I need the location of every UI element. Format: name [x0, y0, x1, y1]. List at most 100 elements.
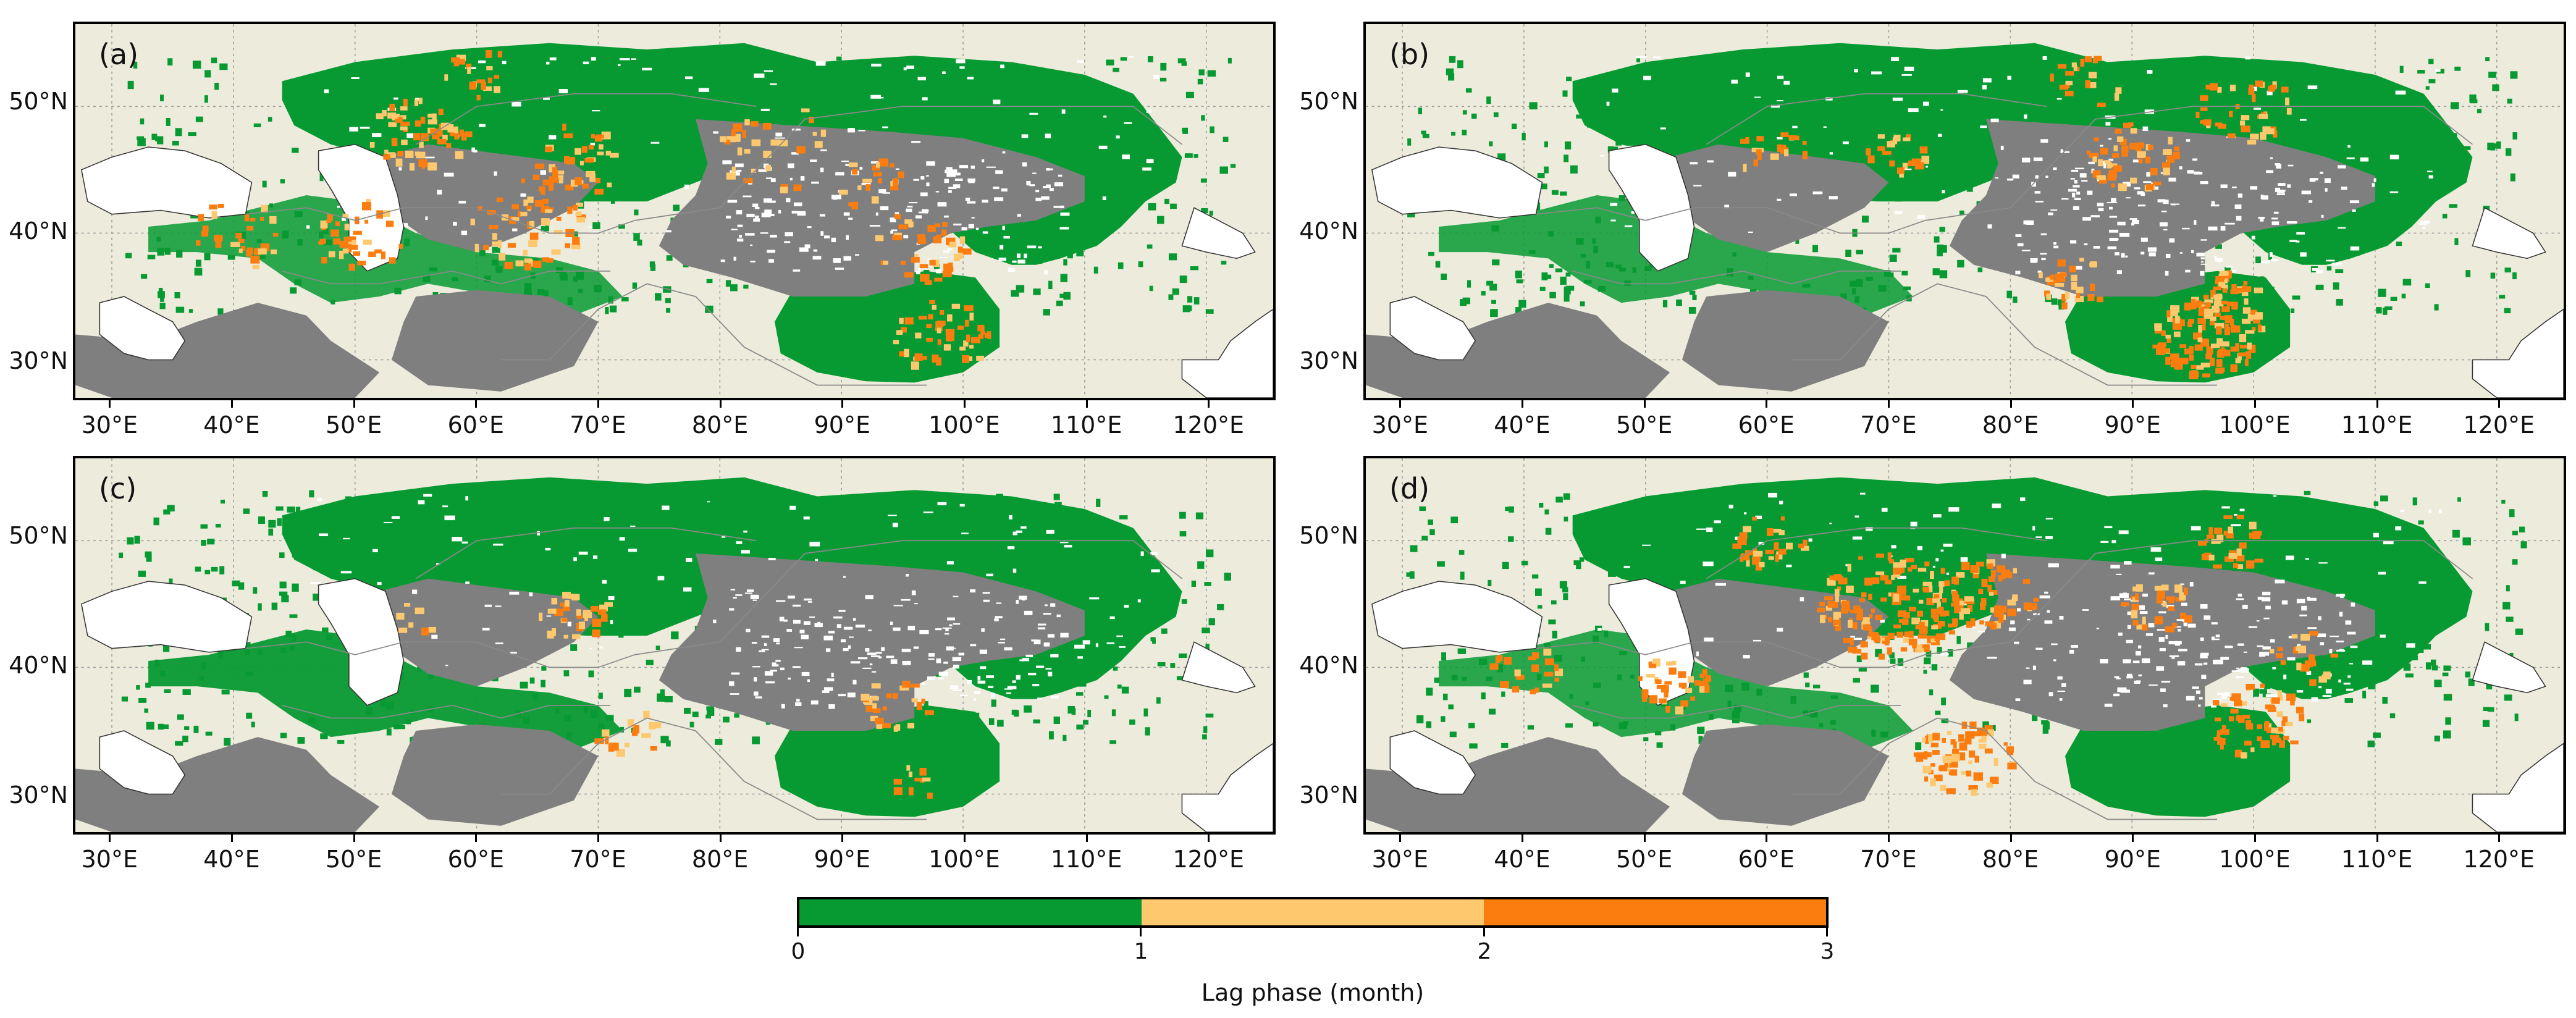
lon-tick — [1887, 835, 1890, 842]
lon-label: 90°E — [814, 846, 870, 873]
lat-label-b-30: 30°N — [1299, 347, 1358, 374]
lon-label: 80°E — [1982, 411, 2039, 439]
lon-label: 50°E — [1615, 411, 1673, 439]
lat-label-d-40: 40°N — [1299, 652, 1358, 679]
lat-label-a-30: 30°N — [9, 347, 68, 374]
map-b — [1366, 24, 2564, 398]
lon-tick — [1521, 835, 1523, 842]
lon-tick — [1766, 400, 1768, 408]
panel-label-a: (a) — [99, 38, 139, 71]
lon-tick — [597, 835, 599, 842]
water-bodies — [81, 143, 1273, 398]
lon-label: 110°E — [2341, 411, 2413, 439]
lon-tick — [1643, 835, 1646, 842]
lon-tick — [2254, 835, 2256, 842]
lon-label: 100°E — [928, 411, 1000, 439]
country-borders — [1536, 93, 2473, 386]
lon-label: 80°E — [1982, 846, 2039, 873]
lon-tick — [841, 835, 844, 842]
panel-label-d: (d) — [1389, 472, 1430, 505]
map-panel-a: (a) — [73, 22, 1276, 400]
lon-tick — [2254, 400, 2256, 408]
lon-label: 100°E — [928, 846, 1000, 873]
lon-tick — [1085, 400, 1088, 408]
masked-arid-area — [1366, 492, 2442, 832]
masked-arid-area — [75, 56, 1160, 398]
country-borders — [245, 527, 1182, 820]
lon-tick — [719, 400, 722, 408]
lat-label-c-40: 40°N — [9, 652, 68, 679]
lon-tick — [719, 835, 722, 842]
panel-label-c: (c) — [99, 472, 137, 505]
colorbar-tickmark-1 — [1140, 928, 1142, 936]
colorbar-segment-2-3 — [1484, 899, 1826, 925]
map-c — [75, 458, 1273, 832]
lon-label: 100°E — [2219, 846, 2291, 873]
lon-tick — [1399, 835, 1402, 842]
lon-tick — [2498, 400, 2501, 408]
colorbar-segment-0-1 — [799, 899, 1142, 925]
lon-label: 50°E — [1615, 846, 1673, 873]
lon-tick — [1208, 835, 1210, 842]
map-panel-b: (b) — [1363, 22, 2566, 400]
lon-label: 90°E — [2104, 846, 2161, 873]
lon-label: 100°E — [2219, 411, 2291, 439]
water-bodies — [1371, 578, 2564, 832]
lon-tick — [2498, 835, 2501, 842]
lat-label-a-40: 40°N — [9, 217, 68, 245]
lon-tick — [2376, 400, 2378, 408]
water-bodies — [1371, 143, 2564, 398]
colorbar-tick-3: 3 — [1820, 939, 1835, 964]
lon-label: 40°E — [203, 846, 260, 873]
lon-label: 120°E — [1172, 846, 1245, 873]
lon-tick — [2132, 835, 2134, 842]
lat-label-c-30: 30°N — [9, 781, 68, 809]
lon-tick — [2010, 835, 2012, 842]
lon-label: 30°E — [81, 846, 138, 873]
lon-label: 30°E — [1371, 846, 1428, 873]
lag-hotspots — [1489, 515, 2339, 796]
colorbar — [797, 897, 1829, 928]
lon-label: 120°E — [1172, 411, 1245, 439]
colorbar-tick-1: 1 — [1134, 939, 1148, 964]
lon-label: 90°E — [2104, 411, 2161, 439]
colorbar-tickmark-2 — [1483, 928, 1485, 936]
lon-tick — [1643, 400, 1646, 408]
lon-tick — [230, 835, 233, 842]
lon-tick — [1208, 400, 1210, 408]
country-borders — [245, 93, 1182, 386]
colorbar-title: Lag phase (month) — [1201, 979, 1425, 1006]
lon-label: 50°E — [325, 411, 382, 439]
map-a — [75, 24, 1273, 398]
colorbar-tickmark-0 — [797, 928, 799, 936]
lon-label: 80°E — [691, 846, 749, 873]
lon-tick — [109, 835, 111, 842]
lon-label: 80°E — [691, 411, 749, 439]
colorbar-tick-2: 2 — [1477, 939, 1492, 964]
lon-label: 90°E — [814, 411, 870, 439]
lon-label: 70°E — [1860, 846, 1917, 873]
lon-tick — [2010, 400, 2012, 408]
water-bodies — [81, 578, 1273, 832]
lon-label: 120°E — [2463, 846, 2535, 873]
lat-label-b-50: 50°N — [1299, 88, 1358, 115]
lat-label-c-50: 50°N — [9, 522, 68, 549]
country-borders — [1536, 527, 2473, 820]
lon-label: 30°E — [81, 411, 138, 439]
lon-tick — [2376, 835, 2378, 842]
lon-tick — [1887, 400, 1890, 408]
lon-tick — [353, 400, 355, 408]
lon-tick — [963, 400, 966, 408]
lat-label-b-40: 40°N — [1299, 217, 1358, 245]
lon-label: 70°E — [1860, 411, 1917, 439]
masked-arid-area — [1366, 56, 2441, 398]
lon-tick — [475, 400, 478, 408]
lon-label: 40°E — [1494, 411, 1551, 439]
lon-tick — [1521, 400, 1523, 408]
lon-tick — [2132, 400, 2134, 408]
lon-tick — [963, 835, 966, 842]
lon-tick — [1085, 835, 1088, 842]
lon-tick — [109, 400, 111, 408]
lon-tick — [841, 400, 844, 408]
lon-tick — [475, 835, 478, 842]
